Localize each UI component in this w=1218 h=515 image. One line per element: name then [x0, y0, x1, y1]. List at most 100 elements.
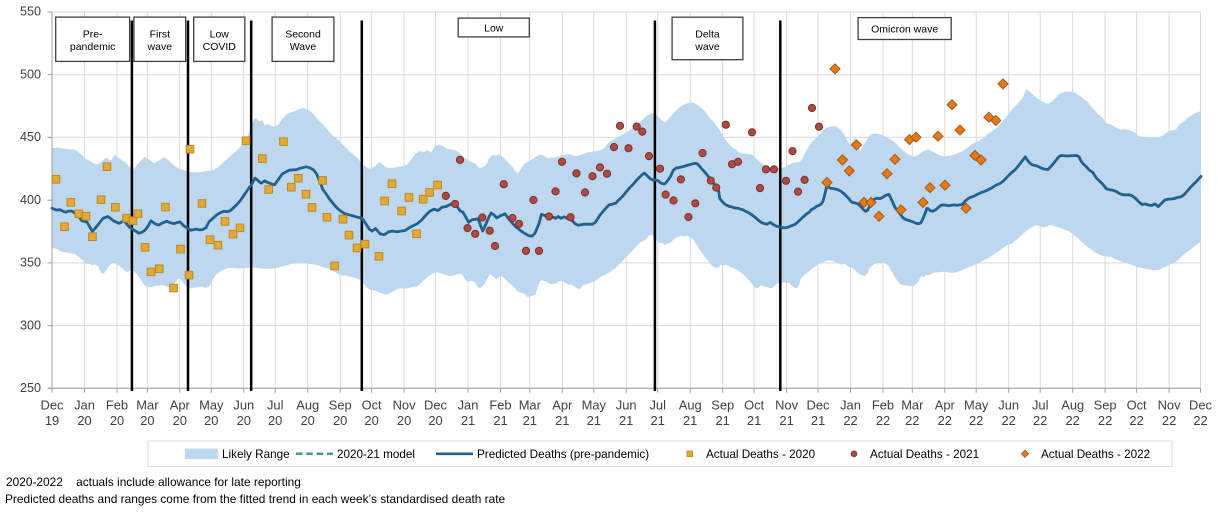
svg-text:2020-21 model: 2020-21 model [337, 448, 415, 461]
svg-text:Jun: Jun [616, 398, 637, 413]
svg-text:350: 350 [20, 256, 41, 270]
svg-text:22: 22 [1098, 413, 1112, 428]
svg-text:Oct: Oct [362, 398, 382, 413]
svg-text:Pre-: Pre- [83, 28, 103, 40]
svg-text:Wave: Wave [290, 41, 317, 53]
svg-text:Actual Deaths - 2021: Actual Deaths - 2021 [870, 448, 979, 461]
svg-text:Actual Deaths - 2022: Actual Deaths - 2022 [1041, 448, 1150, 461]
svg-text:Delta: Delta [695, 28, 720, 40]
svg-text:22: 22 [1162, 413, 1176, 428]
svg-text:22: 22 [843, 413, 857, 428]
svg-text:Low: Low [484, 22, 504, 34]
svg-text:22: 22 [905, 413, 919, 428]
svg-text:20: 20 [77, 413, 91, 428]
svg-text:22: 22 [1066, 413, 1080, 428]
svg-text:Feb: Feb [106, 398, 128, 413]
svg-text:21: 21 [493, 413, 507, 428]
svg-text:Apr: Apr [935, 398, 956, 413]
svg-text:300: 300 [20, 318, 41, 332]
svg-text:Sep: Sep [329, 398, 352, 413]
svg-text:21: 21 [747, 413, 761, 428]
svg-text:22: 22 [1193, 413, 1207, 428]
svg-text:Predicted Deaths (pre-pandemic: Predicted Deaths (pre-pandemic) [477, 448, 649, 461]
svg-text:Sep: Sep [1094, 398, 1117, 413]
svg-text:Apr: Apr [552, 398, 573, 413]
svg-text:Nov: Nov [1158, 398, 1181, 413]
svg-text:Dec: Dec [424, 398, 447, 413]
svg-text:Predicted deaths and ranges co: Predicted deaths and ranges come from th… [5, 492, 506, 506]
svg-text:20: 20 [140, 413, 154, 428]
svg-text:Likely Range: Likely Range [222, 448, 290, 461]
svg-text:Dec: Dec [807, 398, 830, 413]
svg-text:20: 20 [364, 413, 378, 428]
svg-text:21: 21 [779, 413, 793, 428]
svg-text:22: 22 [969, 413, 983, 428]
svg-text:Jul: Jul [649, 398, 665, 413]
svg-text:Aug: Aug [296, 398, 319, 413]
svg-text:pandemic: pandemic [70, 41, 116, 53]
svg-text:20: 20 [204, 413, 218, 428]
svg-text:Feb: Feb [872, 398, 894, 413]
svg-text:2020-2022 actuals include a: 2020-2022 actuals include allowance for … [6, 475, 301, 489]
svg-text:Jan: Jan [840, 398, 861, 413]
svg-text:20: 20 [428, 413, 442, 428]
svg-text:400: 400 [20, 193, 41, 207]
svg-text:20: 20 [173, 413, 187, 428]
svg-text:Nov: Nov [775, 398, 798, 413]
svg-text:Aug: Aug [679, 398, 702, 413]
svg-text:Jan: Jan [458, 398, 479, 413]
svg-text:250: 250 [20, 381, 41, 395]
svg-text:22: 22 [1002, 413, 1016, 428]
svg-text:Oct: Oct [744, 398, 764, 413]
svg-text:Jul: Jul [1032, 398, 1048, 413]
svg-text:Oct: Oct [1127, 398, 1147, 413]
svg-text:22: 22 [1033, 413, 1047, 428]
svg-text:Aug: Aug [1061, 398, 1084, 413]
svg-text:May: May [582, 398, 607, 413]
svg-text:Jun: Jun [998, 398, 1019, 413]
svg-text:Dec: Dec [41, 398, 64, 413]
svg-text:Jan: Jan [74, 398, 95, 413]
svg-text:Mar: Mar [901, 398, 924, 413]
svg-text:Sep: Sep [711, 398, 734, 413]
svg-text:Jul: Jul [267, 398, 283, 413]
svg-text:Actual Deaths - 2020: Actual Deaths - 2020 [706, 448, 816, 461]
svg-text:21: 21 [683, 413, 697, 428]
svg-text:550: 550 [20, 5, 41, 19]
svg-text:450: 450 [20, 130, 41, 144]
svg-text:First: First [150, 28, 170, 40]
svg-text:21: 21 [587, 413, 601, 428]
svg-text:20: 20 [397, 413, 411, 428]
svg-text:21: 21 [461, 413, 475, 428]
svg-text:Jun: Jun [233, 398, 254, 413]
svg-text:Nov: Nov [393, 398, 416, 413]
svg-text:Mar: Mar [136, 398, 159, 413]
svg-text:20: 20 [110, 413, 124, 428]
svg-text:May: May [199, 398, 224, 413]
svg-text:COVID: COVID [203, 41, 237, 53]
svg-text:20: 20 [301, 413, 315, 428]
svg-text:May: May [964, 398, 989, 413]
svg-text:Second: Second [285, 28, 321, 40]
svg-text:Dec: Dec [1189, 398, 1212, 413]
svg-text:wave: wave [147, 41, 173, 53]
svg-text:Low: Low [210, 28, 230, 40]
svg-text:wave: wave [694, 41, 720, 53]
svg-text:21: 21 [811, 413, 825, 428]
svg-text:21: 21 [651, 413, 665, 428]
svg-text:20: 20 [333, 413, 347, 428]
svg-text:20: 20 [268, 413, 282, 428]
svg-text:21: 21 [716, 413, 730, 428]
svg-text:Feb: Feb [489, 398, 511, 413]
svg-text:500: 500 [20, 67, 41, 81]
svg-text:21: 21 [555, 413, 569, 428]
svg-text:22: 22 [876, 413, 890, 428]
svg-text:19: 19 [45, 413, 59, 428]
svg-text:Apr: Apr [170, 398, 191, 413]
svg-text:21: 21 [523, 413, 537, 428]
svg-text:Omicron wave: Omicron wave [871, 23, 938, 35]
svg-text:21: 21 [619, 413, 633, 428]
svg-text:22: 22 [938, 413, 952, 428]
svg-text:22: 22 [1129, 413, 1143, 428]
svg-text:20: 20 [237, 413, 251, 428]
